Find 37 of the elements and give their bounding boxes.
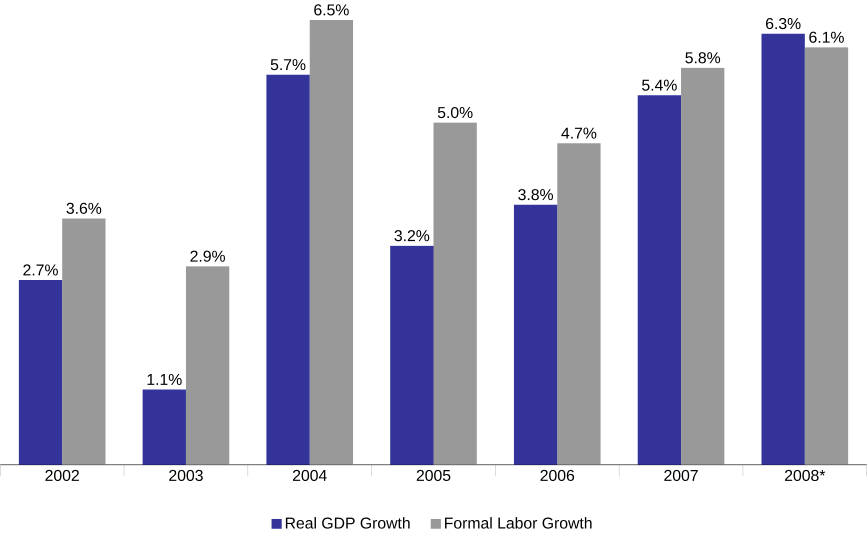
bar (62, 218, 106, 465)
bar (186, 266, 230, 465)
data-label: 3.6% (66, 202, 102, 214)
bar (557, 143, 601, 465)
bar (514, 204, 558, 465)
legend-label: Formal Labor Growth (445, 516, 592, 528)
data-label: 6.3% (766, 18, 801, 29)
data-label: 2.9% (190, 250, 225, 262)
bar (762, 34, 805, 465)
legend-label: Real GDP Growth (286, 516, 410, 528)
x-tick-label: 2003 (169, 470, 203, 481)
data-label: 5.7% (270, 58, 306, 70)
x-tick-label: 2008* (785, 470, 826, 481)
x-tick-label: 2002 (45, 470, 79, 481)
x-tick-label: 2007 (664, 470, 698, 481)
data-label: 3.2% (394, 230, 430, 242)
bar (638, 95, 682, 465)
data-label: 5.4% (642, 79, 677, 91)
data-label: 1.1% (148, 374, 182, 385)
data-label: 3.8% (518, 188, 553, 200)
x-tick-label: 2004 (292, 470, 327, 481)
data-label: 5.0% (438, 106, 473, 118)
bar (266, 74, 310, 465)
x-tick-label: 2005 (416, 470, 450, 481)
x-tick-label: 2006 (540, 470, 574, 481)
bar (434, 122, 477, 465)
bar (681, 68, 724, 465)
bar (390, 246, 434, 465)
data-label: 2.7% (23, 264, 58, 276)
bar (804, 47, 848, 465)
data-label: 5.8% (685, 52, 720, 64)
bar (310, 20, 354, 465)
data-label: 6.1% (809, 31, 844, 43)
data-label: 4.7% (561, 127, 596, 138)
data-label: 6.5% (314, 4, 349, 16)
bar (18, 280, 62, 465)
bar (142, 389, 186, 465)
